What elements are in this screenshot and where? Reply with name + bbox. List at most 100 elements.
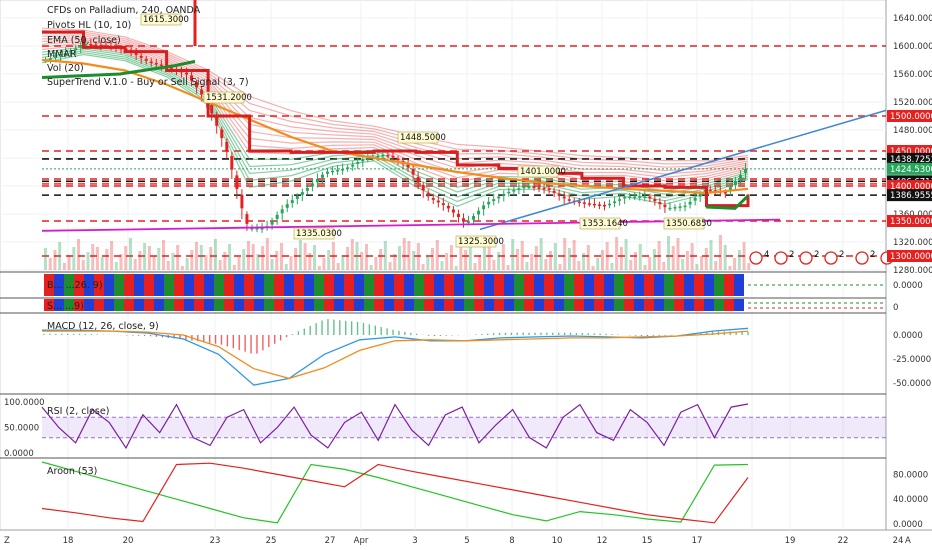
candle-body (290, 200, 294, 203)
volume-bar (388, 262, 392, 270)
volume-bar (681, 259, 685, 270)
volume-bar (412, 251, 416, 270)
chart-header: CFDs on Palladium, 240, OANDA Pivots HL … (47, 5, 249, 477)
volume-bar (643, 265, 647, 270)
volume-bar (374, 257, 378, 270)
mmar-ribbon-line (41, 50, 749, 199)
pane1-histogram-strip (274, 274, 284, 296)
mmar-ribbon-line (41, 44, 749, 189)
volume-bar (143, 243, 147, 270)
time-tick-label: 23 (210, 536, 221, 546)
candle-body (159, 64, 163, 66)
candle-body (59, 54, 63, 57)
price-tag-label: 1300.0000 (890, 252, 932, 262)
volume-bar (86, 252, 90, 270)
pane1-histogram-strip (664, 274, 674, 296)
candle-body (708, 189, 712, 192)
volume-bar (473, 263, 477, 270)
time-tick-label: 20 (123, 536, 134, 546)
pane1-histogram-strip (294, 274, 304, 296)
indicator-panes[interactable]: B... ...26, 9) S... ...9) (41, 274, 886, 524)
candle-body (673, 207, 677, 209)
volume-bar (648, 257, 652, 270)
supertrend-line-up (41, 59, 196, 79)
candle-body (623, 196, 627, 199)
candle-body (366, 157, 370, 160)
candle-body (225, 141, 229, 152)
volume-bar (596, 258, 600, 270)
time-tick-label: 10 (552, 536, 563, 546)
price-tag (887, 152, 932, 165)
pane1-histogram-strip (44, 274, 54, 296)
candle-body (220, 129, 224, 139)
volume-bar (572, 240, 576, 270)
pane2-histogram-strip (74, 299, 84, 311)
pane1-histogram-strip (194, 274, 204, 296)
aroon-tick: 0.0000 (893, 520, 923, 530)
pane1-histogram-strip (504, 274, 514, 296)
volume-bar (619, 247, 623, 270)
candle-body (386, 154, 390, 157)
volume-bar (166, 261, 170, 270)
rsi-title: RSI (2, close) (47, 406, 109, 417)
volume-bar (209, 247, 213, 270)
mmar-ribbon-line (41, 42, 749, 185)
time-tick-label: 25 (266, 536, 277, 546)
price-tick-label: 1280.0000 (893, 266, 932, 276)
event-badge-icon[interactable] (855, 251, 869, 265)
volume-bar (275, 251, 279, 270)
volume-bar (478, 255, 482, 270)
pivot-label-box (397, 131, 439, 144)
volume-bar (62, 263, 66, 270)
candle-body (255, 228, 259, 230)
candle-body (683, 205, 687, 208)
main-price-pane[interactable]: 1615.3000 1531.2000 1448.5000 1401.0000 1335… (41, 0, 900, 270)
pane2-histogram-strip (384, 299, 394, 311)
pane1-histogram-strip (164, 274, 174, 296)
candle-body (698, 193, 702, 197)
candle-body (507, 191, 511, 194)
volume-bar (629, 260, 633, 270)
pane2-histogram-strip (474, 299, 484, 311)
price-tag (887, 110, 932, 122)
candle-body (351, 164, 355, 167)
event-badge-icon[interactable] (749, 251, 763, 265)
volume-bar (709, 240, 713, 270)
volume-bar (605, 242, 609, 270)
price-tag (887, 189, 932, 202)
auto-scale-button[interactable]: A (905, 536, 911, 546)
candle-body (89, 43, 93, 46)
event-badge-icon[interactable] (774, 251, 788, 265)
pane2-histogram-strip (164, 299, 174, 311)
candle-body (245, 214, 249, 224)
event-badge-icon[interactable] (824, 251, 838, 265)
pane2-histogram-strip (104, 299, 114, 311)
volume-bar (176, 245, 180, 270)
candle-body (411, 169, 415, 175)
pane2-histogram-strip (194, 299, 204, 311)
volume-bar (44, 248, 47, 270)
pane1-tick: 0.0000 (893, 281, 923, 291)
volume-bar (317, 266, 321, 270)
pane1-histogram-strip (334, 274, 344, 296)
timezone-button[interactable]: Z (4, 536, 10, 546)
candle-body (472, 216, 476, 220)
candle-body (154, 63, 158, 65)
indicator-label-mmar: MMAR (47, 49, 77, 60)
candle-body (326, 171, 330, 174)
pane1-histogram-strip (614, 274, 624, 296)
price-tag (887, 180, 932, 192)
pane1-histogram-strip (144, 274, 154, 296)
pivot-label-box (579, 217, 621, 230)
volume-bar (690, 243, 694, 270)
pivot-label-box (293, 227, 335, 240)
candle-body (608, 203, 612, 206)
pane1-histogram-strip (364, 274, 374, 296)
volume-bar (128, 238, 132, 270)
volume-bar (298, 240, 302, 270)
indicator-label-pivots: Pivots HL (10, 10) (47, 20, 131, 31)
event-badge-icon[interactable] (799, 251, 813, 265)
pane1-histogram-strip (354, 274, 364, 296)
pane2-histogram-strip (124, 299, 134, 311)
